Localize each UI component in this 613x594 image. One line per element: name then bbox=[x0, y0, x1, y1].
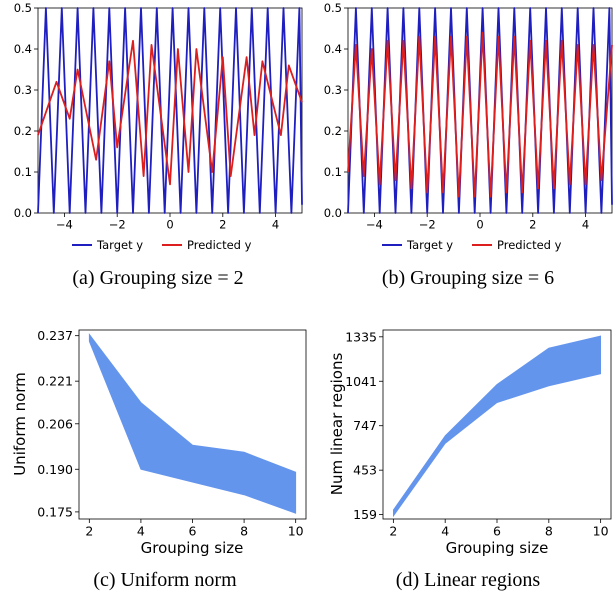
y-tick-label: 0.3 bbox=[14, 83, 32, 97]
x-tick-label: 10 bbox=[593, 524, 609, 539]
panel-a-target-vs-predicted: −4 −2 0 2 4 0.0 0.1 0.2 0.3 0.4 0.5 Target y Predi… bbox=[14, 1, 303, 289]
panel-c-xlabel: Grouping size bbox=[141, 539, 244, 557]
y-tick-label: 0.221 bbox=[37, 374, 73, 389]
x-tick-label: 2 bbox=[219, 218, 226, 232]
x-tick-label: −2 bbox=[419, 218, 436, 232]
panel-c-ticks: 2 4 6 8 10 0.175 0.190 0.206 0.221 0.237 bbox=[37, 328, 303, 538]
y-tick-label: 1335 bbox=[345, 329, 377, 344]
legend-target-label: Target y bbox=[96, 238, 143, 252]
panel-c-band bbox=[88, 333, 297, 514]
x-tick-label: 2 bbox=[85, 524, 93, 539]
y-tick-label: 0.5 bbox=[324, 1, 342, 15]
x-tick-label: 8 bbox=[545, 524, 553, 539]
predicted-y-line bbox=[37, 39, 303, 186]
legend-predicted-label: Predicted y bbox=[497, 238, 562, 252]
panel-d-ticks: 2 4 6 8 10 159 453 747 1041 1335 bbox=[345, 329, 608, 538]
y-tick-label: 159 bbox=[353, 507, 377, 522]
panel-c-ylabel: Uniform norm bbox=[11, 372, 29, 476]
x-tick-label: 4 bbox=[582, 218, 589, 232]
legend-target-label: Target y bbox=[406, 238, 453, 252]
x-tick-label: −4 bbox=[366, 218, 383, 232]
panel-b-plot-area bbox=[347, 7, 613, 214]
panel-d-linear-regions: 2 4 6 8 10 159 453 747 1041 1335 Grouping size Nu… bbox=[328, 329, 612, 591]
caption-c: (c) Uniform norm bbox=[93, 569, 237, 591]
y-tick-label: 0.3 bbox=[324, 83, 342, 97]
x-tick-label: 4 bbox=[441, 524, 449, 539]
y-tick-label: 0.190 bbox=[37, 462, 73, 477]
x-tick-label: 0 bbox=[166, 218, 173, 232]
x-tick-label: −4 bbox=[56, 218, 73, 232]
y-tick-label: 0.5 bbox=[14, 1, 32, 15]
y-tick-label: 0.1 bbox=[14, 165, 32, 179]
predicted-y-line bbox=[347, 31, 613, 198]
panel-c-uniform-norm: 2 4 6 8 10 0.175 0.190 0.206 0.221 0.237 Grouping… bbox=[11, 328, 307, 591]
x-tick-label: 6 bbox=[493, 524, 501, 539]
y-tick-label: 0.206 bbox=[37, 416, 73, 431]
y-tick-label: 0.2 bbox=[324, 124, 342, 138]
y-tick-label: 747 bbox=[353, 418, 377, 433]
panel-a-legend: Target y Predicted y bbox=[72, 238, 252, 252]
x-tick-label: 4 bbox=[272, 218, 279, 232]
range-band bbox=[88, 333, 297, 514]
panel-a-series bbox=[37, 7, 303, 214]
y-tick-label: 0.237 bbox=[37, 328, 73, 343]
x-tick-label: 2 bbox=[389, 524, 397, 539]
y-tick-label: 1041 bbox=[345, 374, 377, 389]
caption-d: (d) Linear regions bbox=[396, 569, 541, 591]
x-tick-label: −2 bbox=[109, 218, 126, 232]
panel-a-ticks: −4 −2 0 2 4 0.0 0.1 0.2 0.3 0.4 0.5 bbox=[14, 1, 280, 231]
panel-b-legend: Target y Predicted y bbox=[382, 238, 562, 252]
x-tick-label: 4 bbox=[137, 524, 145, 539]
x-tick-label: 6 bbox=[189, 524, 197, 539]
caption-b: (b) Grouping size = 6 bbox=[382, 267, 554, 289]
panel-b-series bbox=[347, 7, 613, 214]
panel-b-target-vs-predicted: −4 −2 0 2 4 0.0 0.1 0.2 0.3 0.4 0.5 Target y Predi… bbox=[324, 1, 613, 289]
target-y-line bbox=[37, 7, 303, 214]
y-tick-label: 0.175 bbox=[37, 504, 73, 519]
panel-d-xlabel: Grouping size bbox=[446, 539, 549, 557]
y-tick-label: 0.4 bbox=[324, 42, 342, 56]
x-tick-label: 2 bbox=[529, 218, 536, 232]
x-tick-label: 8 bbox=[240, 524, 248, 539]
y-tick-label: 0.0 bbox=[324, 206, 342, 220]
y-tick-label: 0.0 bbox=[14, 206, 32, 220]
legend-predicted-label: Predicted y bbox=[187, 238, 252, 252]
range-band bbox=[392, 335, 601, 518]
y-tick-label: 453 bbox=[353, 463, 377, 478]
x-tick-label: 0 bbox=[476, 218, 483, 232]
panel-b-ticks: −4 −2 0 2 4 0.0 0.1 0.2 0.3 0.4 0.5 bbox=[324, 1, 590, 231]
panel-d-band bbox=[392, 335, 601, 518]
caption-a: (a) Grouping size = 2 bbox=[72, 267, 243, 289]
y-tick-label: 0.2 bbox=[14, 124, 32, 138]
y-tick-label: 0.1 bbox=[324, 165, 342, 179]
x-tick-label: 10 bbox=[288, 524, 304, 539]
panel-d-ylabel: Num linear regions bbox=[328, 353, 346, 496]
y-tick-label: 0.4 bbox=[14, 42, 32, 56]
